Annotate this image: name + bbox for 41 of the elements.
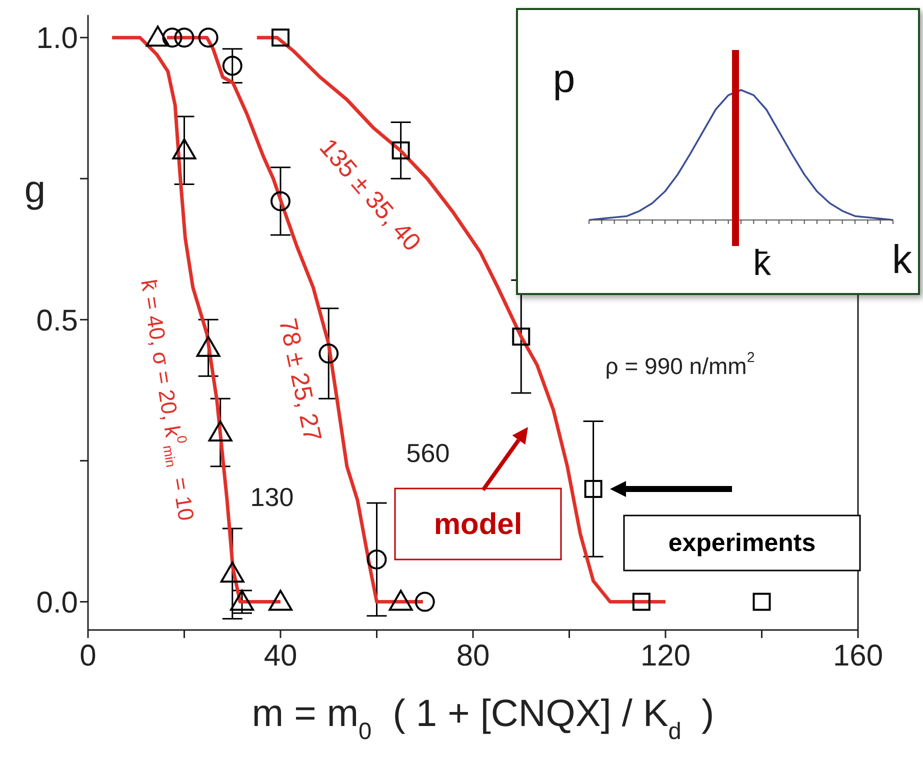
annotation: 130: [250, 482, 294, 512]
point: [318, 344, 339, 364]
point: [388, 590, 413, 611]
x-tick-label: 0: [80, 639, 96, 672]
point: [632, 592, 650, 611]
point: [222, 56, 242, 76]
annotation: 135 ± 35, 40: [314, 133, 426, 257]
point: [752, 592, 771, 611]
x-tick-label: 80: [456, 639, 490, 672]
y-axis-title: p: [552, 57, 576, 101]
point: [512, 328, 530, 346]
annotation: 560: [406, 438, 450, 468]
x-axis-title: m = m$_{0}$ ( 1 + [CNQX] / K$_{d}$ ): [252, 693, 714, 744]
x-axis-title: k: [892, 238, 913, 282]
point: [220, 562, 244, 583]
point: [174, 28, 194, 48]
y-tick-label: 0.0: [36, 586, 78, 620]
y-tick-label: 1.0: [36, 22, 78, 56]
annotation: ρ = 990 n/mm$^{2}$: [605, 350, 755, 379]
x-tick-label: 120: [640, 639, 691, 672]
point: [392, 141, 410, 160]
annotation: k̄: [753, 242, 772, 282]
point: [146, 26, 170, 47]
point: [172, 138, 196, 160]
point: [366, 549, 387, 570]
point: [584, 480, 602, 498]
point: [162, 28, 182, 48]
point: [196, 336, 220, 357]
point: [270, 191, 290, 212]
point: [272, 28, 290, 47]
point: [268, 590, 292, 611]
x-tick-label: 40: [264, 639, 298, 672]
point: [414, 592, 435, 612]
y-tick-label: 0.5: [36, 304, 78, 338]
x-tick-label: 160: [832, 639, 884, 672]
point: [208, 420, 232, 442]
y-axis-title: g: [24, 169, 46, 211]
annotation: model: [434, 508, 522, 540]
annotation: 78 ± 25, 27: [273, 316, 327, 444]
annotation: experiments: [668, 529, 816, 557]
point: [198, 28, 218, 48]
